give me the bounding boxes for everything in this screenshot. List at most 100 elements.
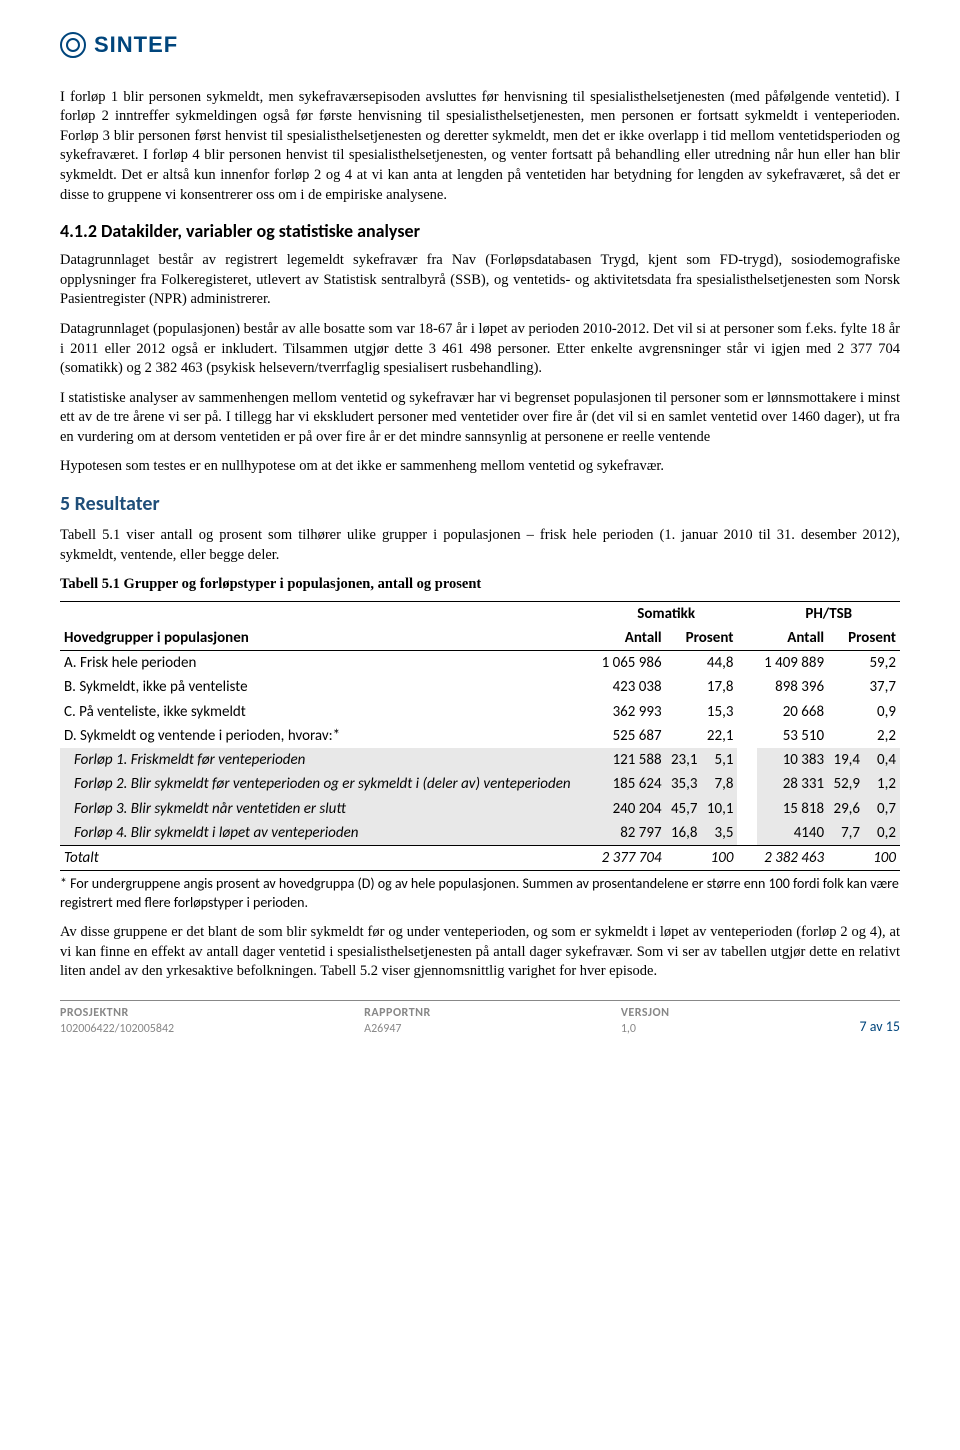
row-cell bbox=[737, 724, 757, 748]
row-cell: 16,8 bbox=[666, 821, 702, 846]
row-label: Forløp 3. Blir sykmeldt når ventetiden e… bbox=[60, 797, 595, 821]
row-cell: 37,7 bbox=[864, 675, 900, 699]
row-cell: 1,2 bbox=[864, 772, 900, 796]
row-cell bbox=[828, 724, 864, 748]
footer-versjon: VERSJON 1,0 bbox=[621, 1005, 670, 1037]
row-label: B. Sykmeldt, ikke på venteliste bbox=[60, 675, 595, 699]
paragraph-datakilder-3: I statistiske analyser av sammenhengen m… bbox=[60, 389, 900, 448]
row-cell: 45,7 bbox=[666, 797, 702, 821]
heading-4-1-2: 4.1.2 Datakilder, variabler og statistis… bbox=[60, 219, 900, 243]
row-cell: 4140 bbox=[757, 821, 828, 846]
row-cell: 898 396 bbox=[757, 675, 828, 699]
row-cell bbox=[737, 700, 757, 724]
row-cell: 240 204 bbox=[595, 797, 666, 821]
row-cell: 23,1 bbox=[666, 748, 702, 772]
total-p2: 100 bbox=[864, 846, 900, 871]
row-cell: 53 510 bbox=[757, 724, 828, 748]
table-row: A. Frisk hele perioden1 065 986 44,8 1 409… bbox=[60, 651, 900, 676]
row-label: Forløp 2. Blir sykmeldt før venteperiode… bbox=[60, 772, 595, 796]
total-a1: 2 377 704 bbox=[595, 846, 666, 871]
col-group-phtsb: PH/TSB bbox=[757, 601, 900, 626]
row-cell: 0,4 bbox=[864, 748, 900, 772]
row-cell: 22,1 bbox=[702, 724, 738, 748]
row-cell: 1 065 986 bbox=[595, 651, 666, 676]
table-row: D. Sykmeldt og ventende i perioden, hvor… bbox=[60, 724, 900, 748]
row-cell: 29,6 bbox=[828, 797, 864, 821]
table-footnote: * For undergruppene angis prosent av hov… bbox=[60, 875, 900, 913]
row-cell: 20 668 bbox=[757, 700, 828, 724]
row-cell: 28 331 bbox=[757, 772, 828, 796]
row-cell bbox=[666, 651, 702, 676]
row-cell bbox=[666, 724, 702, 748]
table-5-1: Somatikk PH/TSB Hovedgrupper i populasjo… bbox=[60, 601, 900, 872]
table-row: Forløp 3. Blir sykmeldt når ventetiden e… bbox=[60, 797, 900, 821]
row-cell: 2,2 bbox=[864, 724, 900, 748]
row-cell: 44,8 bbox=[702, 651, 738, 676]
row-label: Forløp 4. Blir sykmeldt i løpet av vente… bbox=[60, 821, 595, 846]
page-number: 7 av 15 bbox=[860, 1018, 900, 1037]
row-cell: 59,2 bbox=[864, 651, 900, 676]
row-cell: 52,9 bbox=[828, 772, 864, 796]
row-cell: 10 383 bbox=[757, 748, 828, 772]
col-antall-2: Antall bbox=[757, 626, 828, 651]
row-cell: 185 624 bbox=[595, 772, 666, 796]
row-cell bbox=[666, 700, 702, 724]
row-cell: 0,9 bbox=[864, 700, 900, 724]
paragraph-intro: I forløp 1 blir personen sykmeldt, men s… bbox=[60, 88, 900, 205]
row-cell: 0,7 bbox=[864, 797, 900, 821]
row-cell: 362 993 bbox=[595, 700, 666, 724]
row-cell: 0,2 bbox=[864, 821, 900, 846]
col-main: Hovedgrupper i populasjonen bbox=[60, 626, 595, 651]
table-row: Forløp 1. Friskmeldt før venteperioden12… bbox=[60, 748, 900, 772]
row-label: Forløp 1. Friskmeldt før venteperioden bbox=[60, 748, 595, 772]
footer-prosjekt: PROSJEKTNR 102006422/102005842 bbox=[60, 1005, 174, 1037]
table-caption: Tabell 5.1 Grupper og forløpstyper i pop… bbox=[60, 575, 900, 595]
total-a2: 2 382 463 bbox=[757, 846, 828, 871]
row-label: A. Frisk hele perioden bbox=[60, 651, 595, 676]
row-cell bbox=[737, 651, 757, 676]
table-row: Forløp 4. Blir sykmeldt i løpet av vente… bbox=[60, 821, 900, 846]
row-cell: 7,7 bbox=[828, 821, 864, 846]
row-cell bbox=[737, 797, 757, 821]
table-row: C. På venteliste, ikke sykmeldt362 993 15… bbox=[60, 700, 900, 724]
page-footer: PROSJEKTNR 102006422/102005842 RAPPORTNR… bbox=[60, 1000, 900, 1037]
col-prosent-2: Prosent bbox=[828, 626, 900, 651]
row-cell: 1 409 889 bbox=[757, 651, 828, 676]
col-group-somatikk: Somatikk bbox=[595, 601, 738, 626]
total-p1: 100 bbox=[702, 846, 738, 871]
brand-name: SINTEF bbox=[94, 30, 178, 60]
row-cell bbox=[666, 675, 702, 699]
row-cell: 7,8 bbox=[702, 772, 738, 796]
row-cell: 423 038 bbox=[595, 675, 666, 699]
row-cell: 3,5 bbox=[702, 821, 738, 846]
logo-icon bbox=[60, 32, 86, 58]
paragraph-resultater-summary: Av disse gruppene er det blant de som bl… bbox=[60, 923, 900, 982]
row-cell: 35,3 bbox=[666, 772, 702, 796]
row-label: C. På venteliste, ikke sykmeldt bbox=[60, 700, 595, 724]
row-cell: 15 818 bbox=[757, 797, 828, 821]
row-cell: 15,3 bbox=[702, 700, 738, 724]
heading-5: 5 Resultater bbox=[60, 491, 900, 518]
total-label: Totalt bbox=[60, 846, 595, 871]
footer-rapport: RAPPORTNR A26947 bbox=[364, 1005, 431, 1037]
row-label: D. Sykmeldt og ventende i perioden, hvor… bbox=[60, 724, 595, 748]
row-cell: 121 588 bbox=[595, 748, 666, 772]
row-cell bbox=[737, 748, 757, 772]
row-cell: 82 797 bbox=[595, 821, 666, 846]
brand-logo: SINTEF bbox=[60, 30, 900, 60]
row-cell: 10,1 bbox=[702, 797, 738, 821]
row-cell bbox=[828, 700, 864, 724]
col-prosent-1: Prosent bbox=[666, 626, 738, 651]
paragraph-datakilder-2: Datagrunnlaget (populasjonen) består av … bbox=[60, 320, 900, 379]
table-row: B. Sykmeldt, ikke på venteliste423 038 17… bbox=[60, 675, 900, 699]
row-cell bbox=[737, 675, 757, 699]
paragraph-hypotese: Hypotesen som testes er en nullhypotese … bbox=[60, 457, 900, 477]
col-antall-1: Antall bbox=[595, 626, 666, 651]
row-cell: 17,8 bbox=[702, 675, 738, 699]
row-cell bbox=[828, 675, 864, 699]
row-cell: 19,4 bbox=[828, 748, 864, 772]
paragraph-resultater-intro: Tabell 5.1 viser antall og prosent som t… bbox=[60, 526, 900, 565]
row-cell bbox=[737, 821, 757, 846]
row-cell: 525 687 bbox=[595, 724, 666, 748]
table-row: Forløp 2. Blir sykmeldt før venteperiode… bbox=[60, 772, 900, 796]
